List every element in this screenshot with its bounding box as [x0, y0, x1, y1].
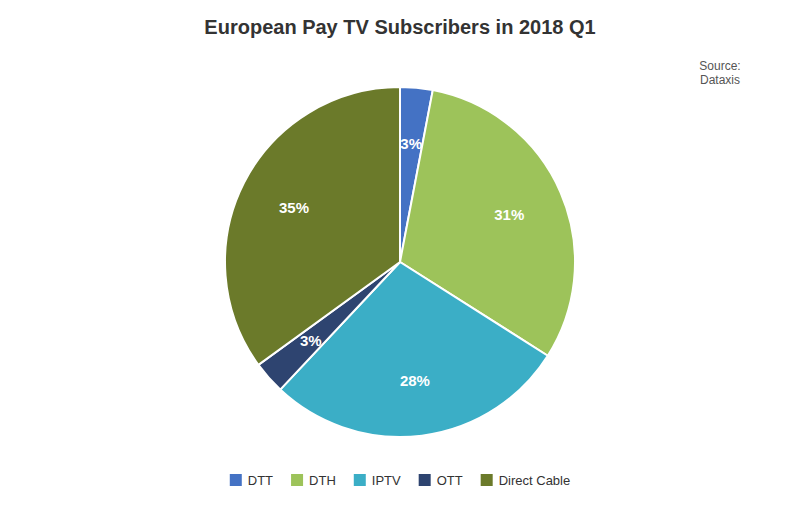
- legend-item: IPTV: [354, 473, 401, 488]
- legend-label: DTH: [309, 473, 336, 488]
- slice: [225, 87, 400, 365]
- legend-label: Direct Cable: [499, 473, 571, 488]
- legend-swatch: [419, 474, 431, 486]
- data-label: 31%: [494, 206, 524, 223]
- annotation: Source:Dataxis: [699, 59, 740, 87]
- legend-item: OTT: [419, 473, 463, 488]
- legend-label: OTT: [437, 473, 463, 488]
- data-label: 28%: [400, 372, 430, 389]
- data-labels: 3% 31% 28% 3% 35%: [279, 135, 524, 389]
- legend-label: IPTV: [372, 473, 401, 488]
- chart: European Pay TV Subscribers in 2018 Q1 So…: [0, 0, 800, 528]
- legend-swatch: [354, 474, 366, 486]
- pie: [225, 87, 575, 437]
- data-label: 3%: [400, 135, 422, 152]
- legend-swatch: [481, 474, 493, 486]
- legend-swatch: [291, 474, 303, 486]
- legend-item: DTH: [291, 473, 336, 488]
- data-label: 35%: [279, 199, 309, 216]
- legend-swatch: [230, 474, 242, 486]
- title: European Pay TV Subscribers in 2018 Q1: [204, 16, 595, 38]
- legend: DTT DTH IPTV OTT Direct Cable: [230, 473, 570, 488]
- legend-item: Direct Cable: [481, 473, 571, 488]
- legend-label: DTT: [248, 473, 273, 488]
- legend-item: DTT: [230, 473, 273, 488]
- data-label: 3%: [300, 332, 322, 349]
